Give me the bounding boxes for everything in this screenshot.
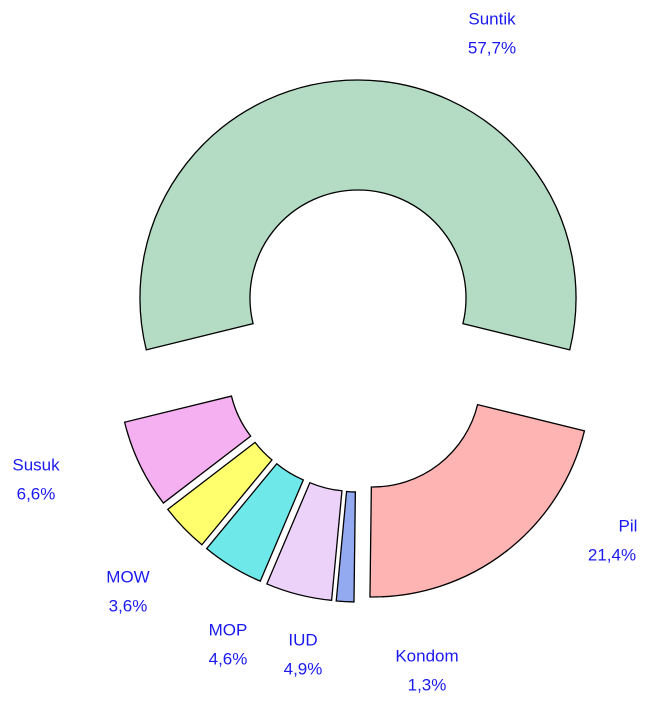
donut-slice	[139, 79, 577, 351]
donut-slice	[123, 395, 252, 504]
slice-label: Suntik	[468, 9, 516, 28]
slice-value-label: 1,3%	[408, 675, 447, 694]
slice-value-label: 3,6%	[109, 596, 148, 615]
donut-slice	[166, 441, 273, 546]
slice-value-label: 4,6%	[209, 649, 248, 668]
donut-slice	[205, 462, 305, 583]
donut-slice	[335, 490, 357, 603]
slice-value-label: 6,6%	[17, 484, 56, 503]
slice-label: MOW	[106, 567, 149, 586]
donut-slice	[266, 481, 343, 602]
slice-value-label: 21,4%	[588, 545, 636, 564]
slice-value-label: 57,7%	[468, 38, 516, 57]
slice-label: IUD	[288, 630, 317, 649]
slice-label: Pil	[619, 516, 638, 535]
slice-value-label: 4,9%	[284, 659, 323, 678]
slice-label: Susuk	[12, 455, 60, 474]
slice-label: MOP	[209, 620, 248, 639]
slice-label: Kondom	[395, 646, 458, 665]
donut-slice	[369, 403, 586, 598]
